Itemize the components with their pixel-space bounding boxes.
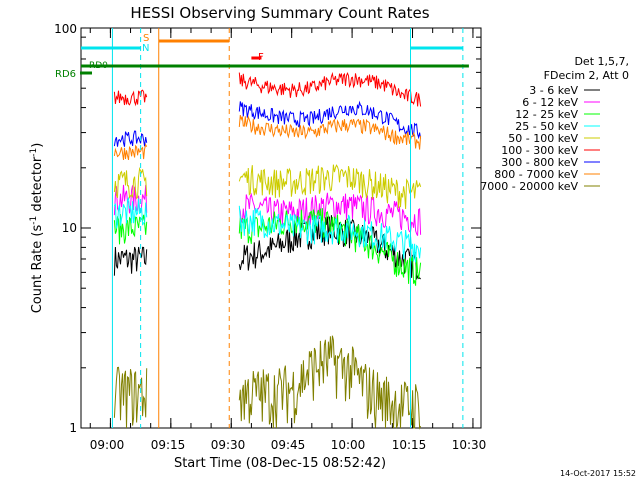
- series-line-7-segment-1: [113, 143, 148, 161]
- series-line-3-segment-1: [113, 196, 148, 229]
- legend-label-5: 100 - 300 keV: [501, 144, 578, 157]
- x-tick-label-1030: 10:30: [452, 438, 487, 452]
- timestamp: 14-Oct-2017 15:52: [560, 469, 636, 478]
- legend-label-3: 25 - 50 keV: [515, 120, 578, 133]
- legend-label-1: 6 - 12 keV: [522, 96, 578, 109]
- y-tick-label-10: 10: [62, 221, 77, 235]
- y-tick-label-1: 1: [69, 421, 77, 435]
- legend-label-2: 12 - 25 keV: [515, 108, 578, 121]
- series-line-6-segment-1: [113, 130, 148, 147]
- legend-label-7: 800 - 7000 keV: [494, 168, 578, 181]
- x-tick-label-1000: 10:00: [331, 438, 366, 452]
- legend-label-6: 300 - 800 keV: [501, 156, 578, 169]
- series-line-7-segment-2: [238, 114, 422, 150]
- series-line-0-segment-1: [113, 246, 148, 276]
- series-line-4-segment-1: [113, 166, 148, 200]
- legend-label-8: 7000 - 20000 keV: [480, 180, 578, 193]
- series-line-5-segment-2: [238, 71, 422, 107]
- x-tick-label-0900: 09:00: [90, 438, 125, 452]
- series-line-2-segment-1: [113, 214, 148, 245]
- x-tick-label-0930: 09:30: [211, 438, 246, 452]
- legend-header-fdecim: FDecim 2, Att 0: [544, 69, 629, 82]
- series-line-4-segment-2: [238, 164, 422, 210]
- legend-header-det: Det 1,5,7,: [574, 55, 629, 68]
- x-tick-label-0915: 09:15: [151, 438, 186, 452]
- x-axis-label: Start Time (08-Dec-15 08:52:42): [174, 456, 386, 471]
- series-line-8-segment-1: [113, 366, 148, 429]
- legend-label-0: 3 - 6 keV: [529, 84, 578, 97]
- series-line-8-segment-2: [238, 335, 422, 430]
- flag-label-rd6: RD6: [55, 69, 76, 80]
- chart-title: HESSI Observing Summary Count Rates: [130, 4, 429, 22]
- y-axis-label: Count Rate (s-1 detector-1): [29, 143, 45, 314]
- series-line-2-segment-2: [238, 208, 422, 286]
- legend-label-4: 50 - 100 keV: [508, 132, 578, 145]
- x-tick-label-1015: 10:15: [392, 438, 427, 452]
- x-tick-label-0945: 09:45: [271, 438, 306, 452]
- series-line-1-segment-2: [238, 192, 422, 236]
- flag-label-n: N: [142, 43, 149, 54]
- series-line-3-segment-2: [238, 205, 422, 263]
- y-tick-label-100: 100: [54, 22, 77, 36]
- flag-label-s: S: [143, 33, 149, 44]
- series-line-5-segment-1: [113, 89, 148, 107]
- series-line-6-segment-2: [238, 100, 422, 140]
